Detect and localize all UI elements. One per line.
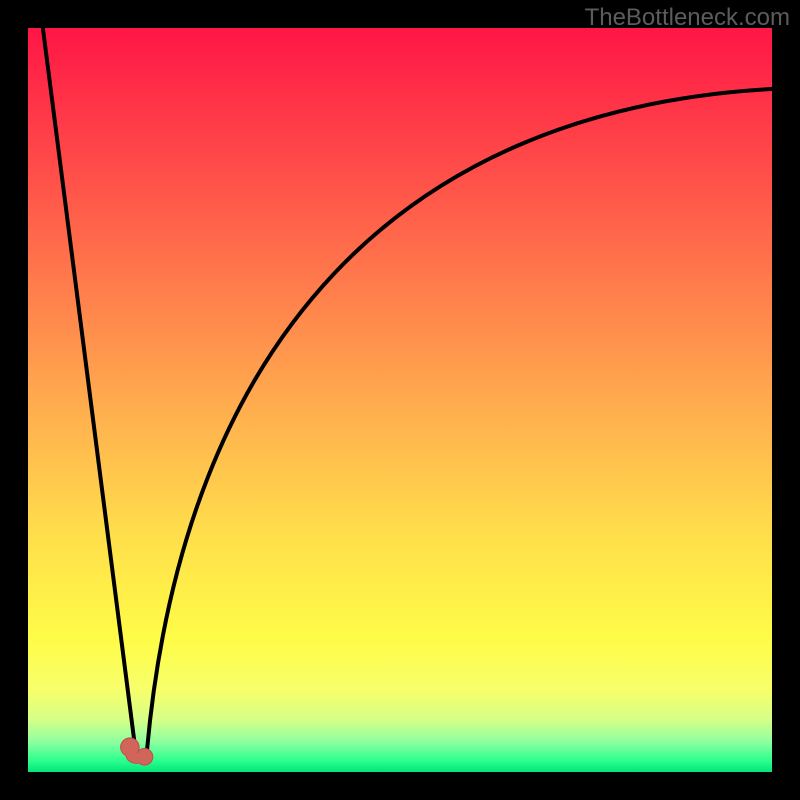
bottleneck-plot	[28, 28, 772, 772]
chart-frame: TheBottleneck.com	[0, 0, 800, 800]
gradient-background	[28, 28, 772, 772]
